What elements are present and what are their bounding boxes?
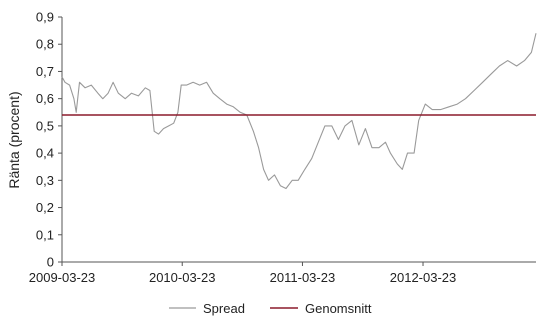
x-tick-label: 2012-03-23 bbox=[390, 270, 457, 285]
x-tick-label: 2009-03-23 bbox=[29, 270, 96, 285]
legend-label-spread: Spread bbox=[203, 301, 245, 316]
y-tick-label: 0,2 bbox=[36, 200, 54, 215]
y-tick-label: 0,7 bbox=[36, 64, 54, 79]
series-layer bbox=[61, 33, 537, 190]
y-tick-label: 0,8 bbox=[36, 37, 54, 52]
y-tick-label: 0,9 bbox=[36, 10, 54, 25]
y-axis-title: Ränta (procent) bbox=[6, 91, 22, 188]
x-ticks: 2009-03-23 2010-03-23 2011-03-23 2012-03-23 bbox=[29, 262, 457, 285]
x-tick-label: 2011-03-23 bbox=[270, 270, 336, 285]
y-ticks: 0 0,1 0,2 0,3 0,4 0,5 0,6 0,7 0,8 0,9 bbox=[36, 10, 62, 270]
y-tick-label: 0,1 bbox=[36, 227, 54, 242]
x-tick-label: 2010-03-23 bbox=[149, 270, 216, 285]
legend: Spread Genomsnitt bbox=[169, 301, 372, 316]
y-tick-label: 0 bbox=[47, 255, 54, 270]
y-tick-label: 0,4 bbox=[36, 146, 54, 161]
y-tick-label: 0,3 bbox=[36, 173, 54, 188]
y-tick-label: 0,6 bbox=[36, 91, 54, 106]
y-tick-label: 0,5 bbox=[36, 118, 54, 133]
legend-label-genomsnitt: Genomsnitt bbox=[305, 301, 372, 316]
plot-area: 00,10,20,30,40,50,60,70,80,9 2009-03-23 2… bbox=[29, 10, 537, 285]
series-line-spread bbox=[61, 33, 537, 190]
